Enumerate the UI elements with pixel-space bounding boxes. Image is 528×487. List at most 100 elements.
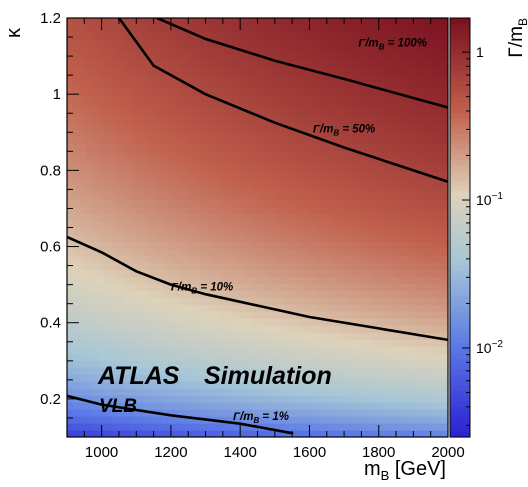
heatmap-cell [403,290,411,298]
heatmap-cell [321,423,328,431]
heatmap-cell [174,80,182,89]
heatmap-cell [130,199,138,208]
heatmap-cell [149,402,157,410]
heatmap-cell [92,290,100,298]
heatmap-cell [428,150,436,159]
heatmap-cell [149,262,157,270]
heatmap-cell [181,129,189,138]
heatmap-cell [333,374,341,382]
colorbar-segment [450,122,470,129]
heatmap-cell [67,59,74,68]
heatmap-cell [378,297,386,305]
heatmap-cell [409,31,417,40]
heatmap-cell [390,18,398,26]
heatmap-cell [314,192,322,201]
heatmap-cell [244,255,252,264]
heatmap-cell [92,24,100,33]
heatmap-cell [232,157,240,166]
heatmap-cell [428,45,436,54]
heatmap-cell [301,353,309,361]
heatmap-cell [225,367,233,375]
heatmap-cell [416,304,424,312]
heatmap-cell [416,360,424,368]
heatmap-cell [289,360,297,368]
heatmap-cell [213,73,220,82]
heatmap-cell [174,276,182,284]
heatmap-cell [232,38,240,47]
heatmap-cell [79,192,87,201]
heatmap-cell [130,388,138,396]
heatmap-cell [168,332,176,340]
heatmap-cell [238,255,246,264]
heatmap-cell [428,18,436,26]
heatmap-cell [206,108,214,117]
heatmap-cell [219,87,227,96]
heatmap-cell [314,318,322,326]
heatmap-cell [308,409,316,417]
heatmap-cell [371,409,379,417]
heatmap-cell [187,87,195,96]
heatmap-cell [174,255,182,264]
heatmap-cell [365,374,373,382]
heatmap-cell [181,290,189,298]
heatmap-cell [92,87,100,96]
heatmap-cell [73,206,81,215]
heatmap-cell [282,178,290,187]
heatmap-cell [428,178,436,187]
heatmap-cell [359,157,367,166]
heatmap-cell [92,353,100,361]
heatmap-cell [105,220,113,229]
heatmap-cell [111,318,119,326]
heatmap-cell [187,115,195,124]
heatmap-cell [289,143,297,152]
heatmap-cell [409,192,417,201]
heatmap-cell [263,164,271,173]
heatmap-cell [416,241,424,250]
heatmap-cell [238,367,246,375]
heatmap-cell [295,262,303,270]
heatmap-cell [86,430,93,437]
heatmap-cell [340,129,347,138]
heatmap-cell [416,59,424,68]
heatmap-cell [422,45,430,54]
heatmap-cell [168,325,176,333]
heatmap-cell [403,213,411,222]
heatmap-cell [232,353,240,361]
heatmap-cell [282,136,290,145]
heatmap-cell [416,171,424,180]
heatmap-cell [105,199,113,208]
heatmap-cell [213,430,220,437]
heatmap-cell [174,409,182,417]
heatmap-cell [289,395,297,403]
heatmap-cell [441,388,448,396]
heatmap-cell [73,346,81,354]
heatmap-cell [251,136,259,145]
heatmap-cell [67,409,74,417]
heatmap-cell [213,409,220,417]
heatmap-cell [225,178,233,187]
colorbar-segment [450,54,470,61]
heatmap-cell [73,234,81,243]
heatmap-cell [327,178,335,187]
heatmap-cell [86,409,93,417]
heatmap-cell [136,248,144,257]
heatmap-cell [168,234,176,243]
heatmap-cell [289,220,297,229]
heatmap-cell [200,353,208,361]
heatmap-cell [187,374,195,382]
heatmap-cell [301,283,309,291]
heatmap-cell [73,199,81,208]
heatmap-cell [340,248,347,257]
heatmap-cell [441,157,448,166]
heatmap-cell [162,395,170,403]
heatmap-cell [251,241,259,250]
heatmap-cell [359,255,367,264]
heatmap-cell [174,269,182,277]
heatmap-cell [422,31,430,40]
heatmap-cell [219,220,227,229]
heatmap-cell [333,430,341,437]
heatmap-cell [168,311,176,319]
heatmap-cell [124,52,132,61]
heatmap-cell [371,18,379,26]
heatmap-cell [289,213,297,222]
